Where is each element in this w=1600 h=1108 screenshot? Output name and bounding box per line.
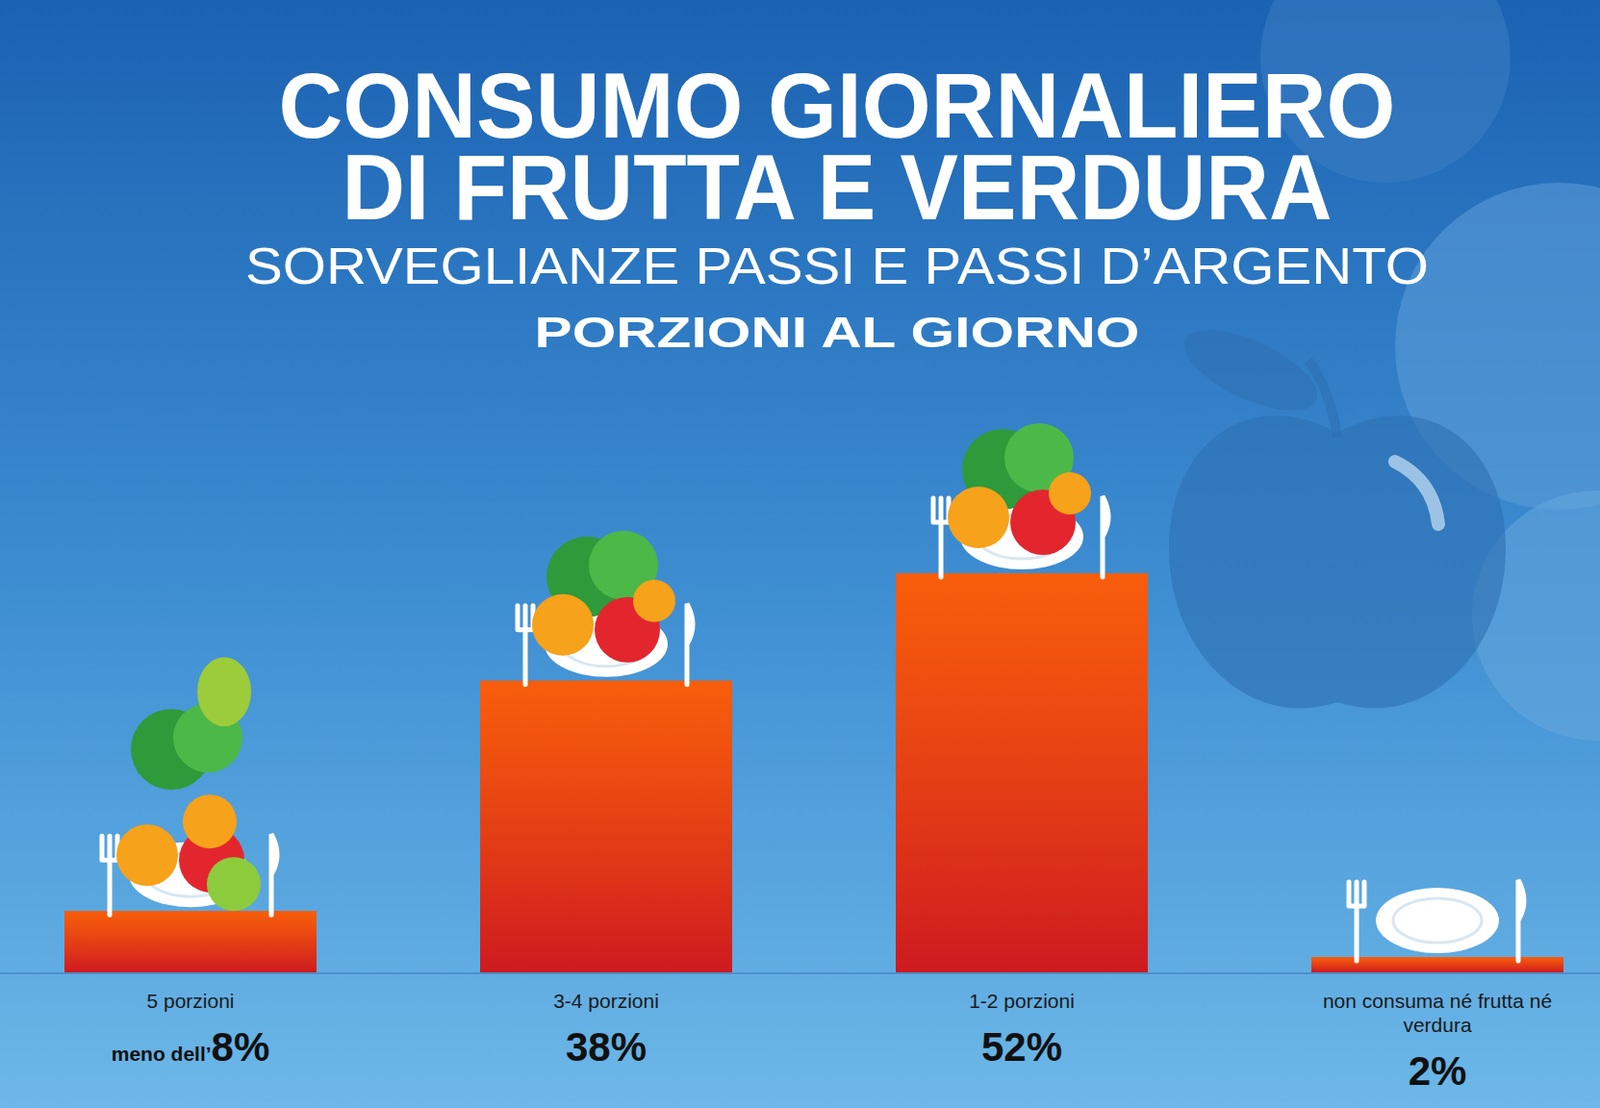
- category-label: 1-2 porzioni: [968, 990, 1075, 1013]
- orange: [532, 594, 594, 657]
- bar-shade: [64, 911, 317, 973]
- knife: [271, 834, 278, 915]
- subtitle: SORVEGLIANZE PASSI E PASSI D’ARGENTO: [245, 236, 1429, 295]
- plate-icon: [101, 657, 278, 915]
- bar: [1311, 957, 1564, 973]
- chart: CONSUMO GIORNALIERODI FRUTTA E VERDURASO…: [0, 0, 1600, 1108]
- category-line: 3-4 porzioni: [553, 990, 660, 1013]
- orange: [116, 824, 178, 887]
- data-label: 2%: [1408, 1048, 1468, 1094]
- category-line: 5 porzioni: [146, 990, 234, 1013]
- subtitle: PORZIONI AL GIORNO: [534, 308, 1141, 356]
- category-label: non consuma né frutta néverdura: [1322, 990, 1552, 1037]
- fork: [933, 498, 949, 578]
- data-label: meno dell’8%: [111, 1024, 271, 1070]
- deco-leaf: [1172, 313, 1328, 428]
- category-line: 1-2 porzioni: [968, 990, 1075, 1013]
- baseline: [0, 972, 1600, 975]
- title: DI FRUTTA E VERDURA: [342, 135, 1333, 239]
- category-line: verdura: [1402, 1014, 1473, 1037]
- plate-icon: [933, 423, 1109, 578]
- orange: [182, 794, 237, 849]
- fork: [1348, 882, 1365, 962]
- bar: [480, 681, 733, 973]
- deco-apple: [1168, 415, 1506, 709]
- plate-rim: [1393, 898, 1482, 943]
- apple: [206, 857, 261, 912]
- orange: [1048, 472, 1092, 515]
- fork: [517, 606, 534, 686]
- bar-shade: [895, 573, 1148, 973]
- plate-icon: [1348, 880, 1524, 962]
- category-label: 3-4 porzioni: [553, 990, 660, 1013]
- plate-icon: [517, 531, 693, 686]
- bar: [64, 911, 317, 973]
- data-label: 52%: [981, 1024, 1063, 1070]
- knife: [1102, 496, 1109, 578]
- plate: [1375, 888, 1499, 954]
- category-line: non consuma né frutta né: [1322, 990, 1552, 1013]
- category-label: 5 porzioni: [146, 990, 234, 1013]
- bars: [64, 573, 1564, 973]
- data-label-prefix: meno dell’: [111, 1042, 212, 1066]
- chart-root: CONSUMO GIORNALIERODI FRUTTA E VERDURASO…: [0, 0, 1600, 1108]
- knife: [686, 604, 693, 686]
- pear: [197, 657, 252, 727]
- data-label-value: 8%: [211, 1024, 271, 1070]
- orange: [633, 580, 676, 623]
- fork: [101, 836, 118, 915]
- data-label: 38%: [565, 1024, 647, 1070]
- orange: [947, 486, 1010, 549]
- bar: [895, 573, 1148, 973]
- bar-shade: [480, 681, 733, 973]
- bar-shade: [1311, 957, 1564, 973]
- knife: [1518, 880, 1524, 962]
- deco-highlight: [1395, 461, 1439, 525]
